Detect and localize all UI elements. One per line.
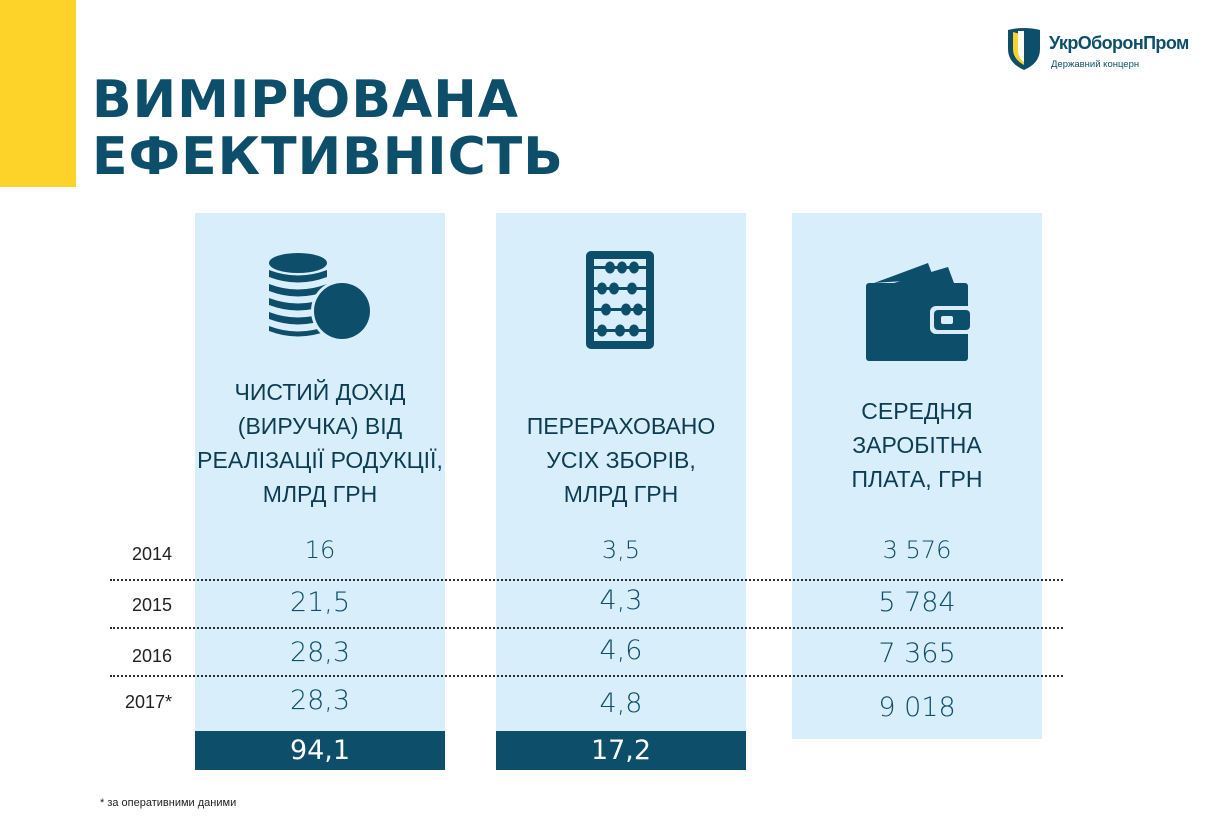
heading-line: УСІХ ЗБОРІВ, bbox=[546, 447, 696, 473]
accent-bar bbox=[0, 0, 76, 187]
logo-brand-name: УкрОборонПром bbox=[1049, 33, 1189, 53]
heading-line: ЗАРОБІТНА bbox=[852, 432, 982, 458]
revenue-heading: ЧИСТИЙ ДОХІД (ВИРУЧКА) ВІД РЕАЛІЗАЦІЇ РО… bbox=[195, 375, 445, 511]
heading-line: (ВИРУЧКА) ВІД bbox=[237, 413, 403, 439]
revenue-column: ЧИСТИЙ ДОХІД (ВИРУЧКА) ВІД РЕАЛІЗАЦІЇ РО… bbox=[195, 213, 445, 770]
page-title-line-2: ЕФЕКТИВНІСТЬ bbox=[92, 127, 564, 187]
revenue-value: 16 bbox=[304, 536, 336, 564]
taxes-value: 4,6 bbox=[599, 635, 643, 666]
taxes-column: ПЕРЕРАХОВАНО УСІХ ЗБОРІВ, МЛРД ГРН bbox=[496, 213, 746, 770]
revenue-value: 21,5 bbox=[289, 587, 351, 618]
row-divider bbox=[110, 675, 1063, 677]
salary-value: 7 365 bbox=[878, 638, 956, 669]
footnote: * за оперативними даними bbox=[100, 797, 237, 809]
company-logo: УкрОборонПром Державний концерн bbox=[1005, 27, 1205, 75]
salary-column: СЕРЕДНЯ ЗАРОБІТНА ПЛАТА, ГРН bbox=[792, 213, 1042, 739]
year-label: 2017* bbox=[124, 692, 172, 712]
page-title: ВИМІРЮВАНА ЕФЕКТИВНІСТЬ bbox=[92, 72, 564, 186]
year-label: 2016 bbox=[131, 646, 172, 666]
salary-heading: СЕРЕДНЯ ЗАРОБІТНА ПЛАТА, ГРН bbox=[792, 394, 1042, 496]
year-label: 2014 bbox=[131, 544, 172, 564]
row-divider bbox=[110, 579, 1063, 581]
heading-line: РЕАЛІЗАЦІЇ РОДУКЦІЇ, bbox=[197, 447, 443, 473]
row-divider bbox=[110, 627, 1063, 629]
revenue-total: 94,1 bbox=[195, 731, 445, 770]
taxes-total: 17,2 bbox=[496, 731, 746, 770]
taxes-value: 3,5 bbox=[601, 536, 641, 564]
taxes-heading: ПЕРЕРАХОВАНО УСІХ ЗБОРІВ, МЛРД ГРН bbox=[496, 409, 746, 511]
shield-logo-icon bbox=[1008, 28, 1040, 70]
coins-icon bbox=[269, 253, 373, 341]
heading-line: МЛРД ГРН bbox=[563, 481, 679, 507]
salary-value: 3 576 bbox=[882, 536, 952, 564]
page-title-line-1: ВИМІРЮВАНА bbox=[92, 70, 520, 130]
heading-line: СЕРЕДНЯ bbox=[861, 398, 973, 424]
year-label: 2015 bbox=[131, 595, 172, 615]
salary-value: 9 018 bbox=[878, 692, 956, 723]
heading-line: ПЛАТА, ГРН bbox=[851, 466, 983, 492]
heading-line: МЛРД ГРН bbox=[262, 481, 378, 507]
heading-line: ЧИСТИЙ ДОХІД bbox=[234, 379, 406, 405]
abacus-icon bbox=[586, 251, 654, 349]
heading-line: ПЕРЕРАХОВАНО bbox=[526, 413, 716, 439]
revenue-value: 28,3 bbox=[289, 637, 351, 668]
salary-value: 5 784 bbox=[878, 587, 956, 618]
wallet-icon bbox=[866, 263, 974, 361]
taxes-value: 4,8 bbox=[599, 688, 643, 719]
logo-tagline: Державний концерн bbox=[1051, 59, 1140, 70]
taxes-value: 4,3 bbox=[599, 585, 643, 616]
revenue-value: 28,3 bbox=[289, 685, 351, 716]
